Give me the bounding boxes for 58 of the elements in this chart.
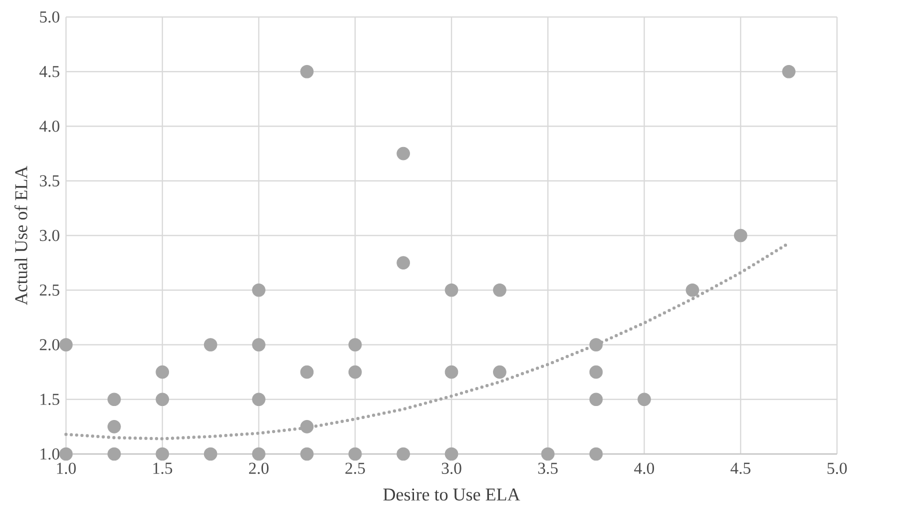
x-tick-label: 1.5 [153, 462, 172, 474]
y-axis-title: Actual Use of ELA [14, 166, 28, 306]
point [108, 420, 121, 434]
point [396, 256, 410, 270]
y-tick-label: 4.5 [39, 66, 60, 78]
point [396, 447, 410, 461]
point [589, 338, 603, 352]
point [444, 283, 458, 297]
y-tick-label: 2.5 [40, 284, 60, 296]
point [204, 447, 218, 461]
point [252, 392, 266, 406]
point [204, 338, 218, 352]
point [252, 447, 266, 461]
point [396, 146, 410, 160]
point [444, 365, 458, 379]
y-tick-label: 5.0 [40, 11, 60, 23]
point [589, 447, 603, 461]
point [252, 338, 266, 352]
y-tick-label: 1.5 [40, 394, 60, 405]
point [300, 447, 314, 461]
point [493, 283, 506, 297]
point [348, 365, 362, 379]
point [541, 447, 555, 461]
x-tick-label: 3.0 [442, 462, 462, 474]
y-tick-label: 3.5 [40, 175, 60, 187]
y-tick-label: 3.0 [40, 230, 60, 242]
point [444, 447, 458, 461]
x-tick-label: 1.0 [57, 462, 76, 474]
x-tick-label: 2.0 [249, 462, 269, 474]
y-tick-label: 1.0 [40, 448, 60, 460]
point [493, 365, 506, 379]
point [782, 64, 796, 78]
x-tick-label: 5.0 [828, 462, 847, 474]
point [686, 283, 700, 297]
x-tick-label: 4.5 [730, 462, 750, 474]
x-tick-label: 3.5 [538, 462, 558, 474]
point [300, 365, 314, 379]
point [156, 447, 170, 461]
point [589, 365, 603, 379]
y-tick-label: 4.0 [39, 120, 60, 132]
y-tick-label: 2.0 [40, 339, 60, 350]
point [638, 392, 651, 406]
point [348, 447, 362, 461]
point [59, 338, 73, 352]
point [734, 228, 748, 242]
point [156, 392, 170, 406]
x-tick-label: 4.0 [634, 462, 654, 474]
x-tick-label: 2.5 [345, 462, 365, 474]
point [589, 392, 603, 406]
point [108, 447, 121, 461]
point [348, 338, 362, 352]
point [59, 447, 73, 461]
point [156, 365, 170, 379]
point [300, 420, 314, 434]
point [108, 392, 121, 406]
point [300, 64, 314, 78]
point [252, 283, 266, 297]
x-axis-title: Desire to Use ELA [383, 488, 520, 501]
